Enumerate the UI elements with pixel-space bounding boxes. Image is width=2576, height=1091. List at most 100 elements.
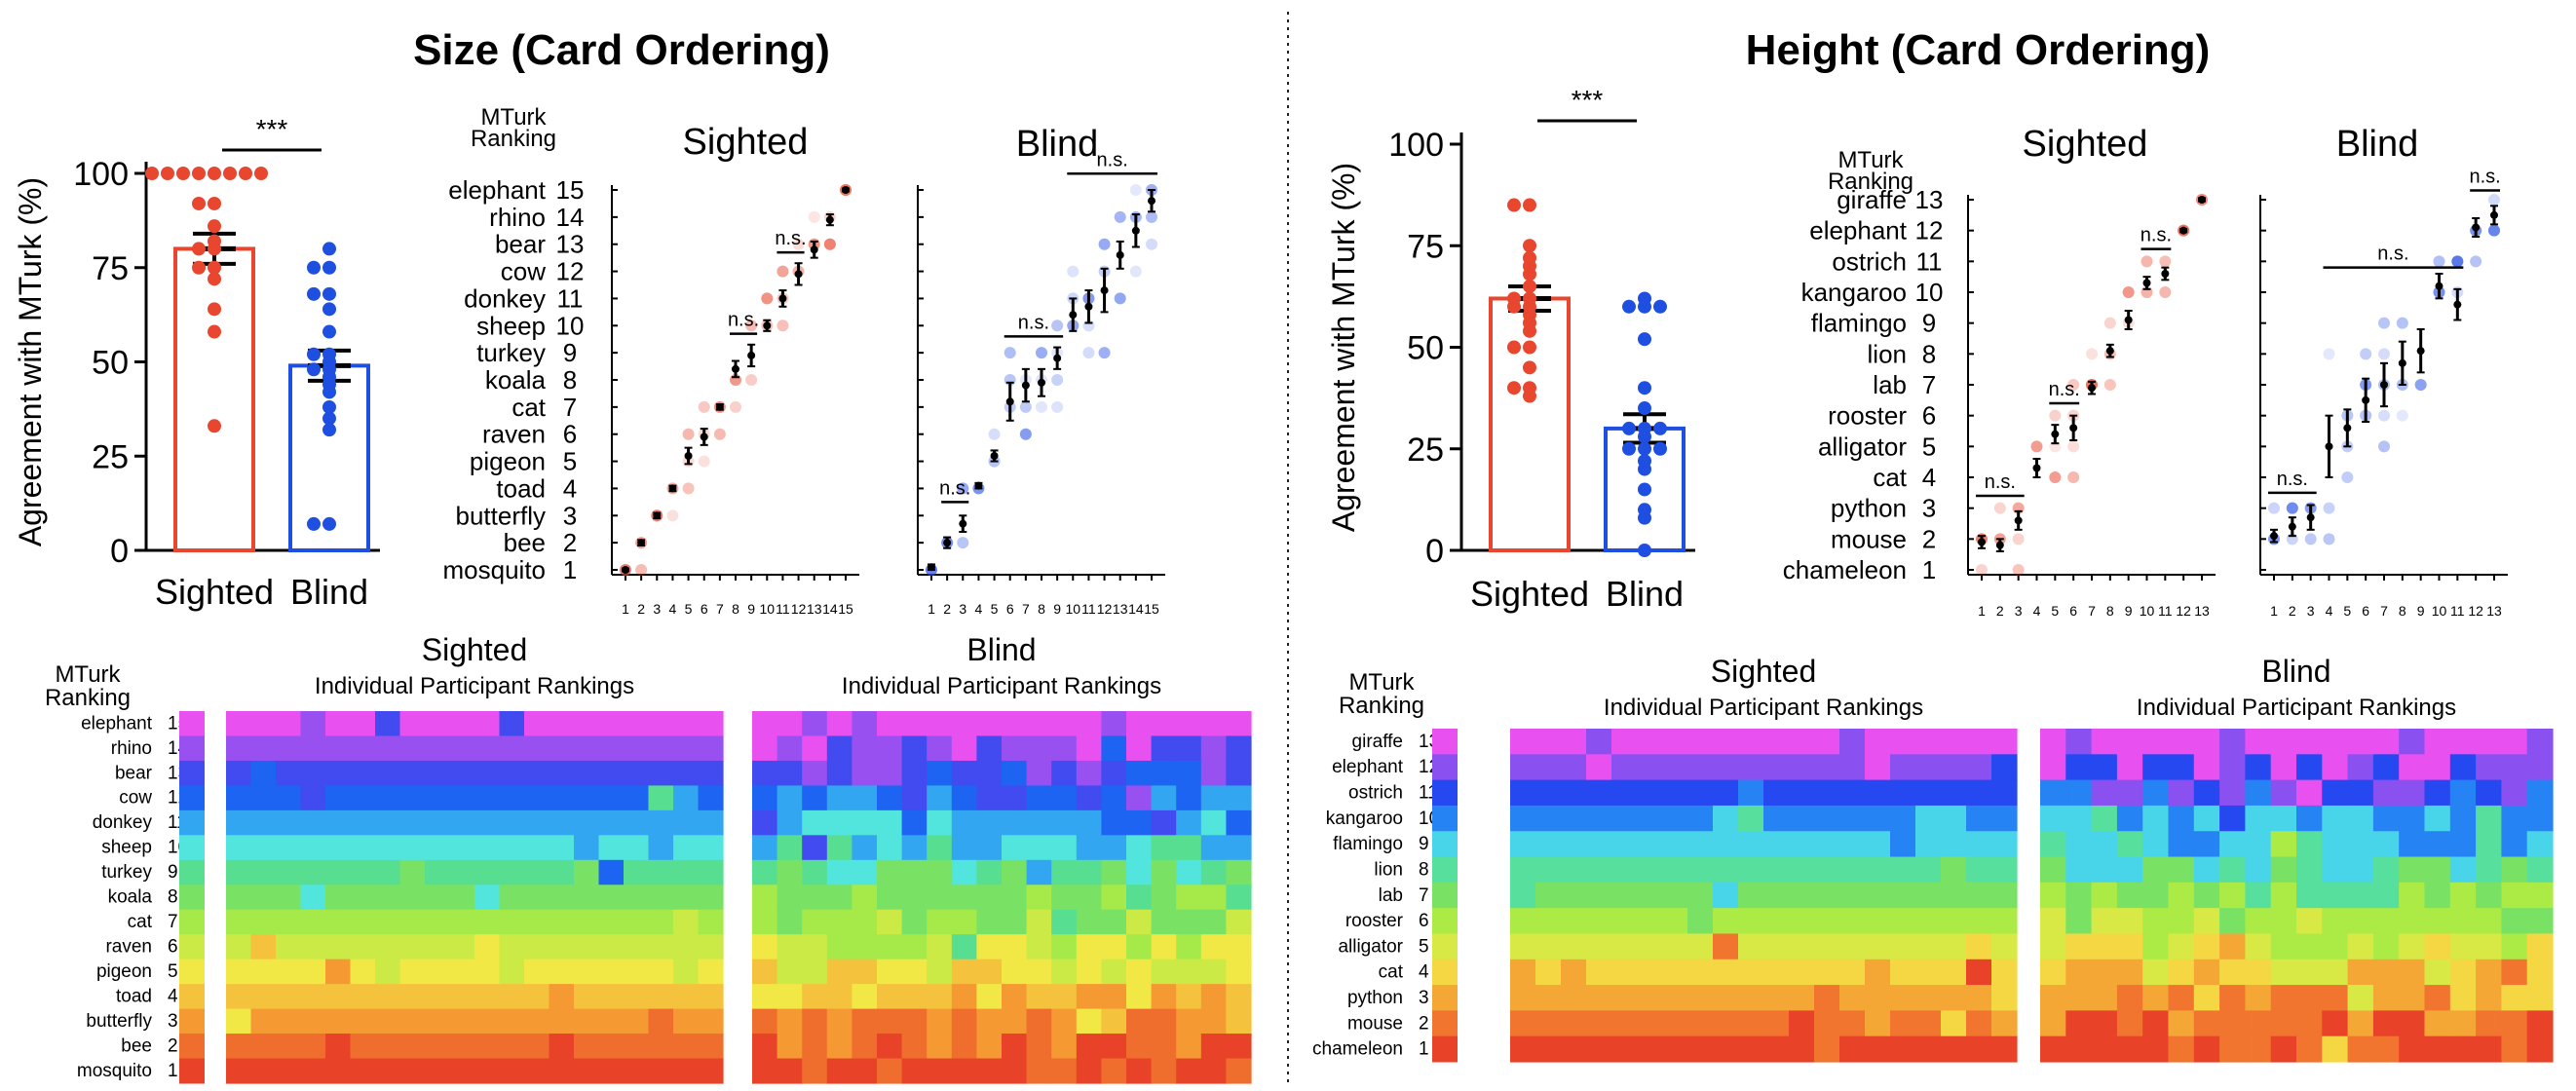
height-bar-point: [1653, 299, 1667, 314]
height-heatmap-cell: [2168, 831, 2195, 858]
height-heatmap-cell: [2270, 779, 2297, 807]
height-heatmap-cell: [1510, 1010, 1536, 1037]
height-heatmap-rank-number: 3: [1419, 988, 1429, 1008]
height-heatmap-cell: [1561, 856, 1587, 884]
height-heatmap-cell: [1510, 856, 1536, 884]
height-heatmap-cell: [2399, 933, 2426, 960]
height-scatter-response-point: [2378, 317, 2390, 329]
height-heatmap-cell: [2219, 882, 2246, 909]
height-bar-point: [1622, 441, 1636, 456]
height-scatter-mean: [2161, 270, 2170, 278]
size-heatmap-cell: [877, 1008, 903, 1035]
height-heatmap-cell: [1637, 933, 1663, 960]
height-heatmap-cell: [2347, 805, 2374, 832]
size-heatmap-rank-number: 7: [168, 912, 178, 932]
size-heatmap-cell: [852, 884, 878, 911]
size-heatmap-cell: [425, 909, 451, 935]
size-heatmap-cell: [300, 711, 326, 737]
height-heatmap-cell: [1637, 856, 1663, 884]
height-heatmap-cell: [1763, 856, 1790, 884]
height-heatmap-cell: [2142, 882, 2170, 909]
size-heatmap-cell: [524, 959, 550, 985]
height-heatmap-cell: [2372, 779, 2400, 807]
size-heatmap-cell: [1200, 859, 1227, 885]
size-heatmap-cell: [276, 760, 302, 786]
height-heatmap-cell: [1510, 908, 1536, 935]
size-heatmap-cell: [425, 1058, 451, 1084]
size-heatmap-cell: [549, 859, 575, 885]
size-heatmap-cell: [648, 760, 674, 786]
height-heatmap-cell: [1991, 1010, 2018, 1037]
height-heatmap-cell: [1865, 856, 1891, 884]
height-heatmap-cell: [1535, 1035, 1562, 1063]
height-heatmap-cell: [1687, 856, 1714, 884]
size-heatmap-cell: [826, 884, 852, 911]
height-heatmap-cell: [1611, 959, 1638, 986]
size-scatter-xtick-label: 10: [1065, 601, 1080, 617]
height-scatter-xtick-label: 11: [2450, 603, 2465, 619]
size-heatmap-cell: [250, 760, 277, 786]
size-scatter-mean: [1148, 197, 1155, 206]
size-heatmap-cell: [474, 760, 501, 786]
size-scatter-mean: [990, 452, 999, 460]
height-heatmap-cell: [2449, 779, 2477, 807]
size-heatmap-cell: [325, 760, 352, 786]
height-scatter-response-point: [2451, 255, 2464, 268]
height-heatmap-cell: [1586, 933, 1612, 960]
height-scatter-mean: [2270, 532, 2278, 541]
height-heatmap-cell: [2245, 959, 2272, 986]
size-heatmap-cell: [250, 711, 277, 737]
size-heatmap-cell: [802, 859, 828, 885]
height-heatmap-cell: [1789, 1035, 1815, 1063]
size-heatmap-cell: [1026, 1034, 1052, 1060]
height-heatmap-cell: [2501, 933, 2528, 960]
height-bar-ytick-label: 0: [1425, 533, 1444, 570]
height-heatmap-cell: [1637, 754, 1663, 781]
size-heatmap-cell: [951, 809, 977, 836]
size-heatmap-cell: [777, 809, 803, 836]
size-scatter-response-point: [745, 320, 758, 332]
size-rank-number: 10: [556, 311, 585, 340]
size-heatmap-cell: [852, 959, 878, 985]
size-heatmap-cell: [673, 884, 700, 911]
height-heatmap-reference-cell: [1432, 831, 1458, 858]
height-heatmap-cell: [2116, 831, 2143, 858]
height-heatmap-subtitle: Individual Participant Rankings: [2137, 695, 2456, 721]
size-heatmap-cell: [474, 984, 501, 1010]
height-heatmap-cell: [1814, 754, 1840, 781]
height-heatmap-cell: [2322, 856, 2349, 884]
size-heatmap-cell: [852, 1058, 878, 1084]
size-heatmap-cell: [325, 809, 352, 836]
size-heatmap-cell: [1076, 785, 1102, 811]
height-heatmap-cell: [1941, 805, 1967, 832]
size-heatmap-cell: [1002, 835, 1028, 861]
height-heatmap-cell: [2040, 1010, 2066, 1037]
height-heatmap-cell: [2091, 882, 2118, 909]
size-heatmap-cell: [673, 909, 700, 935]
size-heatmap-cell: [300, 909, 326, 935]
height-heatmap-cell: [2219, 754, 2246, 781]
size-heatmap-cell: [276, 785, 302, 811]
size-bar-ytick-label: 0: [110, 533, 129, 570]
height-heatmap-cell: [2142, 754, 2170, 781]
height-heatmap-cell: [1611, 729, 1638, 755]
size-heatmap-cell: [226, 1008, 252, 1035]
size-heatmap-cell: [226, 859, 252, 885]
size-heatmap-cell: [449, 984, 475, 1010]
size-heatmap-item-label: cat: [128, 912, 153, 932]
height-heatmap-cell: [2219, 1010, 2246, 1037]
height-heatmap-cell: [1713, 805, 1739, 832]
height-heatmap-cell: [1839, 933, 1866, 960]
height-scatter-response-point: [2049, 471, 2062, 483]
size-heatmap-cell: [574, 959, 600, 985]
height-heatmap-cell: [2322, 729, 2349, 755]
size-scatter-response-point: [713, 428, 726, 440]
size-heatmap-rank-number: 6: [168, 937, 178, 958]
size-heatmap-title-blind: Blind: [966, 632, 1036, 667]
height-heatmap-cell: [2065, 779, 2093, 807]
size-heatmap-cell: [549, 934, 575, 960]
height-heatmap-cell: [1687, 882, 1714, 909]
height-heatmap-cell: [2424, 856, 2451, 884]
size-scatter-mean: [974, 481, 983, 490]
height-scatter-xtick-label: 10: [2432, 603, 2447, 619]
